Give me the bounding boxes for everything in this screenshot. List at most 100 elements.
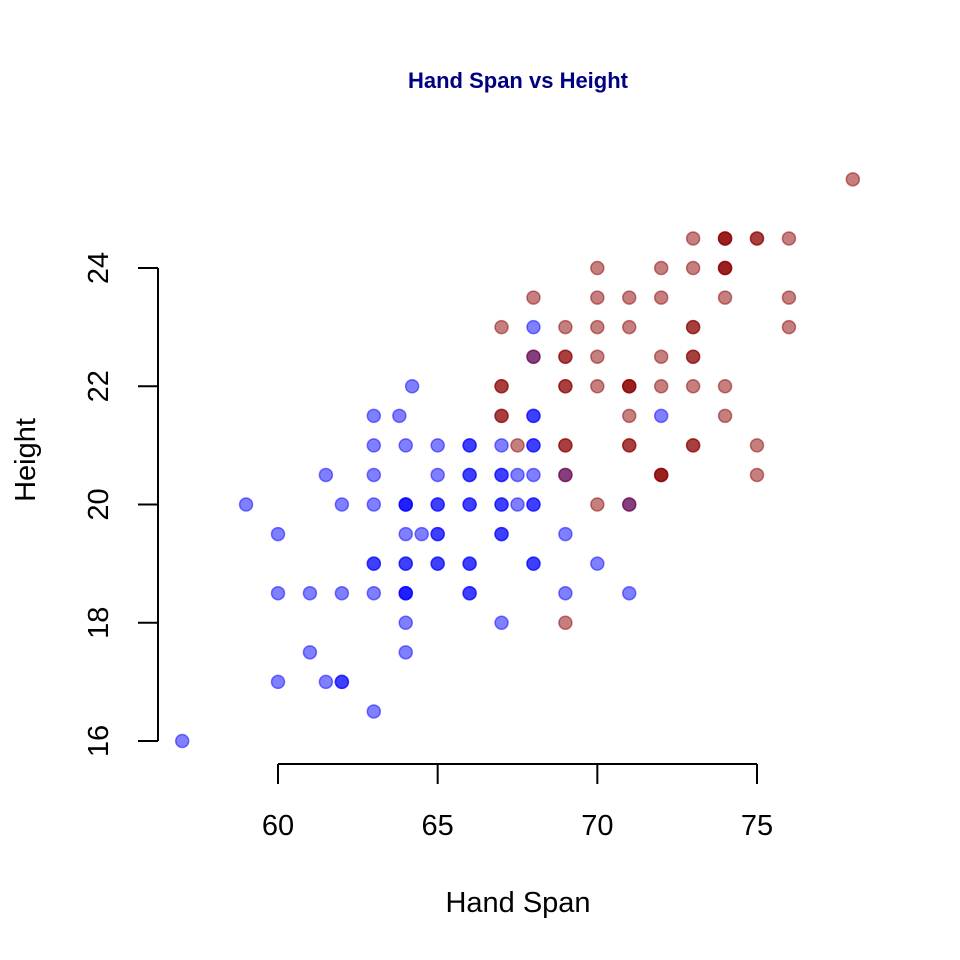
data-point	[558, 438, 573, 453]
y-tick-label: 18	[83, 607, 115, 639]
x-tick-label: 75	[741, 810, 773, 842]
data-point	[653, 408, 669, 424]
data-point	[717, 260, 733, 276]
data-point	[590, 319, 605, 335]
data-point	[238, 497, 254, 512]
data-point	[590, 556, 605, 571]
data-point	[653, 379, 669, 394]
data-point	[622, 497, 637, 512]
data-point	[270, 526, 286, 542]
data-point	[494, 526, 509, 542]
data-point	[685, 231, 701, 246]
data-point	[558, 349, 573, 364]
data-point	[653, 260, 669, 276]
y-tick-label: 24	[83, 252, 115, 284]
data-point	[653, 349, 669, 364]
data-point	[398, 497, 413, 512]
data-point	[430, 467, 445, 483]
data-point	[558, 615, 573, 630]
data-point	[526, 467, 541, 483]
data-point	[398, 585, 413, 601]
data-point	[430, 526, 445, 542]
data-point	[318, 674, 334, 690]
data-point	[622, 438, 637, 453]
data-point	[366, 408, 382, 424]
data-point	[717, 408, 733, 424]
data-point	[558, 319, 573, 335]
data-point	[845, 172, 861, 187]
y-tick-label: 16	[83, 725, 115, 757]
data-point	[717, 290, 733, 305]
data-point	[462, 467, 477, 483]
data-point	[404, 379, 420, 394]
data-point	[526, 319, 541, 335]
x-tick-label: 65	[422, 810, 454, 842]
data-point	[494, 467, 509, 483]
chart-title: Hand Span vs Height	[408, 68, 629, 93]
data-point	[685, 349, 701, 364]
data-point	[366, 704, 382, 719]
data-point	[334, 585, 350, 601]
data-point	[717, 379, 733, 394]
data-point	[558, 585, 573, 601]
data-point	[366, 497, 382, 512]
data-point	[398, 615, 413, 630]
data-point	[558, 526, 573, 542]
data-point	[494, 438, 509, 453]
data-point	[462, 585, 477, 601]
data-point	[334, 497, 350, 512]
data-point	[781, 231, 797, 246]
data-point	[653, 290, 669, 305]
data-point	[270, 585, 286, 601]
data-point	[526, 408, 541, 424]
data-point	[302, 645, 318, 660]
data-point	[462, 556, 477, 571]
data-point	[366, 556, 382, 571]
y-axis-label: Height	[10, 418, 42, 502]
data-point	[526, 349, 541, 364]
data-points	[174, 172, 861, 749]
axes: 60 65 70 75 16 18 20 22 24	[83, 252, 773, 842]
data-point	[526, 497, 541, 512]
data-point	[622, 585, 637, 601]
y-tick-label: 20	[83, 488, 115, 520]
data-point	[622, 408, 637, 424]
data-point	[749, 231, 765, 246]
data-point	[398, 438, 413, 453]
data-point	[366, 467, 382, 483]
data-point	[494, 497, 509, 512]
data-point	[398, 556, 413, 571]
data-point	[510, 467, 525, 483]
data-point	[510, 497, 525, 512]
x-ticks: 60 65 70 75	[262, 764, 773, 842]
data-point	[749, 467, 765, 483]
data-point	[590, 497, 605, 512]
data-point	[590, 379, 605, 394]
data-point	[510, 438, 525, 453]
data-point	[590, 290, 605, 305]
data-point	[430, 556, 445, 571]
data-point	[685, 260, 701, 276]
data-point	[558, 467, 573, 483]
data-point	[366, 585, 382, 601]
data-point	[526, 290, 541, 305]
data-point	[494, 379, 509, 394]
data-point	[622, 319, 637, 335]
data-point	[717, 231, 733, 246]
data-point	[685, 379, 701, 394]
data-point	[685, 319, 701, 335]
data-point	[414, 526, 429, 542]
data-point	[558, 379, 573, 394]
x-tick-label: 70	[581, 810, 613, 842]
data-point	[270, 674, 286, 690]
data-point	[526, 438, 541, 453]
data-point	[366, 438, 382, 453]
data-point	[302, 585, 318, 601]
data-point	[494, 408, 509, 424]
data-point	[462, 438, 477, 453]
data-point	[781, 319, 797, 335]
data-point	[398, 526, 413, 542]
data-point	[781, 290, 797, 305]
data-point	[494, 615, 509, 630]
